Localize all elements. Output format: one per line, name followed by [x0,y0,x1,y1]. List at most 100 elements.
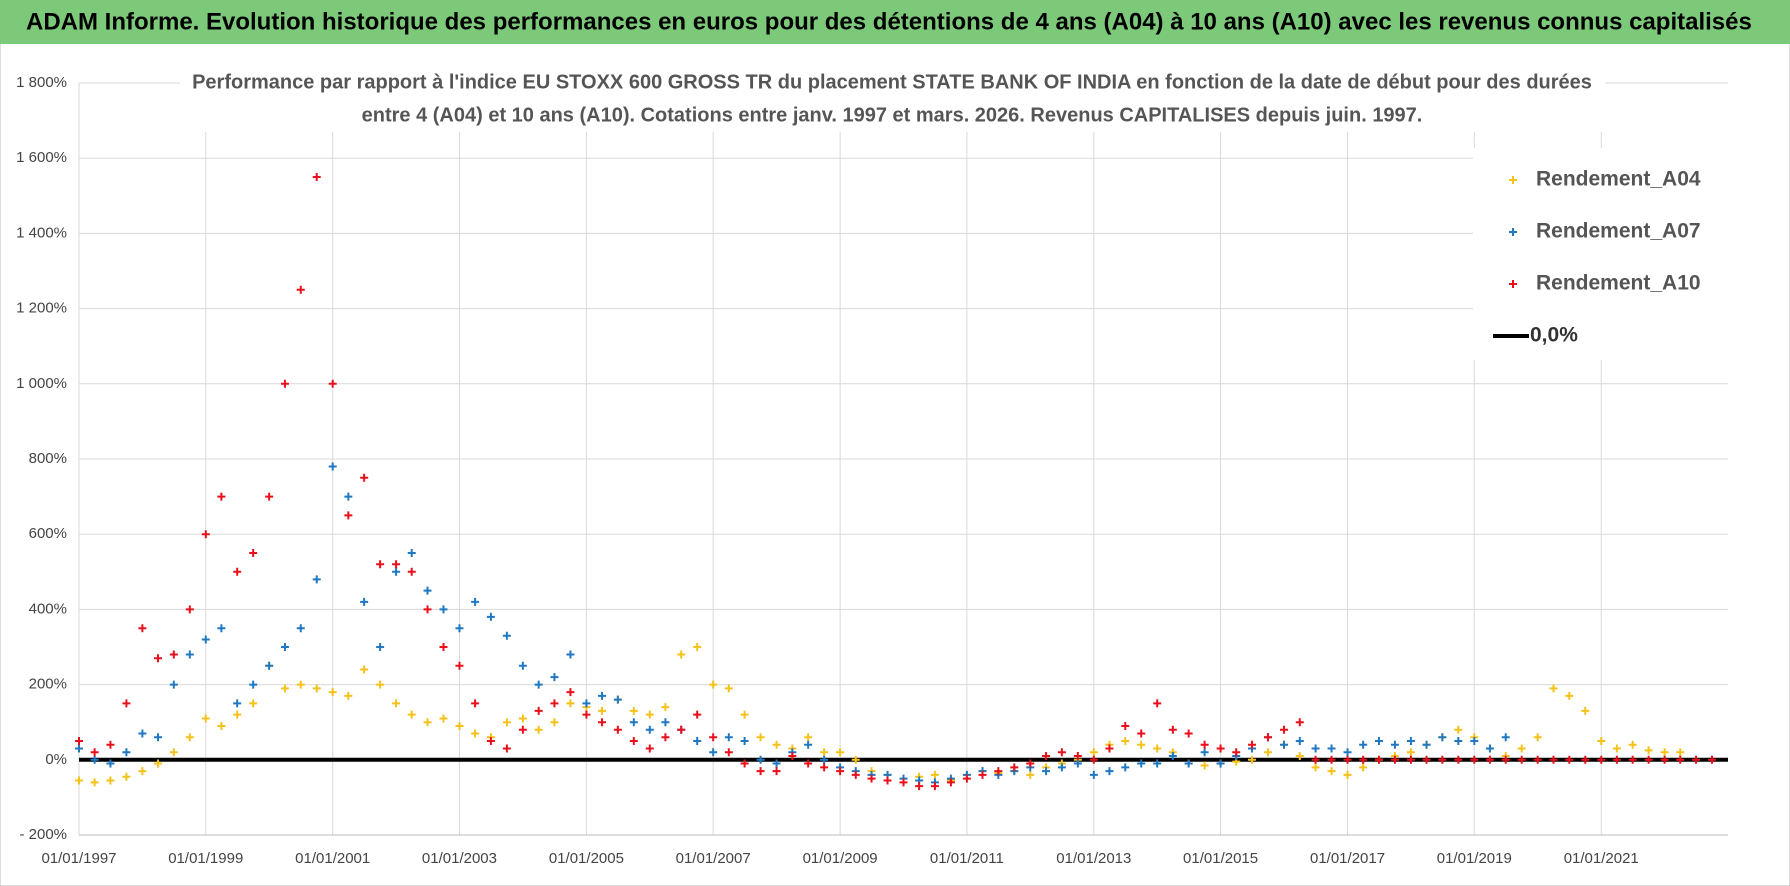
point [1581,706,1590,715]
point [740,759,749,768]
point [1026,759,1035,768]
point [1279,740,1288,749]
point [201,635,210,644]
point [1200,761,1209,770]
point [360,597,369,606]
legend-label: 0,0% [1530,324,1578,347]
x-tick-label: 01/01/2017 [1310,850,1385,867]
point [1470,737,1479,745]
point [1565,755,1574,764]
point [1676,748,1685,757]
title-backing [180,66,1605,132]
point [724,748,733,757]
point [1153,744,1162,753]
point [772,740,781,749]
point [217,624,226,633]
point [1057,763,1066,772]
point [265,492,274,501]
point [724,684,733,693]
point [772,759,781,768]
point [486,612,495,621]
point [1708,755,1717,764]
point [423,586,432,595]
point [629,718,638,727]
point [598,718,607,727]
point [994,767,1003,776]
point [1057,748,1066,757]
point [1232,748,1241,757]
point [1406,748,1415,757]
point [1612,744,1621,753]
point [265,661,274,670]
point [883,776,892,785]
legend-marker [1509,176,1517,184]
point [407,710,416,719]
point [534,725,543,734]
point [836,748,845,757]
point [1327,755,1336,764]
point [1137,740,1146,749]
point [1153,699,1162,708]
y-tick-label: 1 200% [16,300,67,317]
point [280,643,289,651]
point [312,684,321,693]
point [407,567,416,576]
point [1105,744,1114,753]
point [851,755,860,764]
point [280,379,289,388]
point [138,624,147,633]
legend-marker [1509,228,1517,236]
point [217,721,226,730]
point [185,605,194,614]
header-title: ADAM Informe. Evolution historique des p… [26,8,1752,35]
point [106,759,115,768]
x-tick-label: 01/01/2021 [1564,850,1639,867]
point [1438,733,1447,742]
point [1343,770,1352,779]
point [376,560,385,569]
point [1073,759,1082,768]
point [328,688,337,697]
point [645,744,654,753]
x-tick-label: 01/01/2013 [1056,850,1131,867]
point [724,733,733,742]
point [1485,755,1494,764]
point [1295,752,1304,761]
point [312,173,321,181]
legend-label: Rendement_A04 [1536,168,1701,191]
point [836,767,845,776]
point [582,699,591,708]
point [296,624,305,633]
point [1010,763,1019,772]
y-tick-label: 200% [29,676,67,693]
point [249,699,258,708]
point [709,680,718,689]
point [709,748,718,757]
point [1184,759,1193,768]
point [1517,744,1526,753]
point [661,733,670,742]
point [693,737,702,745]
point [1121,721,1130,730]
legend-label: Rendement_A07 [1536,220,1701,243]
point [930,782,939,791]
point [455,624,464,633]
point [154,759,163,768]
y-tick-label: - 200% [19,826,67,843]
point [804,740,813,749]
legend-label: Rendement_A10 [1536,272,1701,295]
x-tick-label: 01/01/2015 [1183,850,1258,867]
point [1692,755,1701,764]
x-tick-label: 01/01/2007 [676,850,751,867]
legend-marker [1509,280,1517,288]
point [1073,752,1082,761]
point [1105,767,1114,776]
y-tick-label: 0% [45,751,67,768]
point [312,575,321,584]
point [1200,740,1209,749]
point [1168,752,1177,761]
point [502,718,511,727]
x-tick-label: 01/01/1997 [41,850,116,867]
point [899,778,908,787]
